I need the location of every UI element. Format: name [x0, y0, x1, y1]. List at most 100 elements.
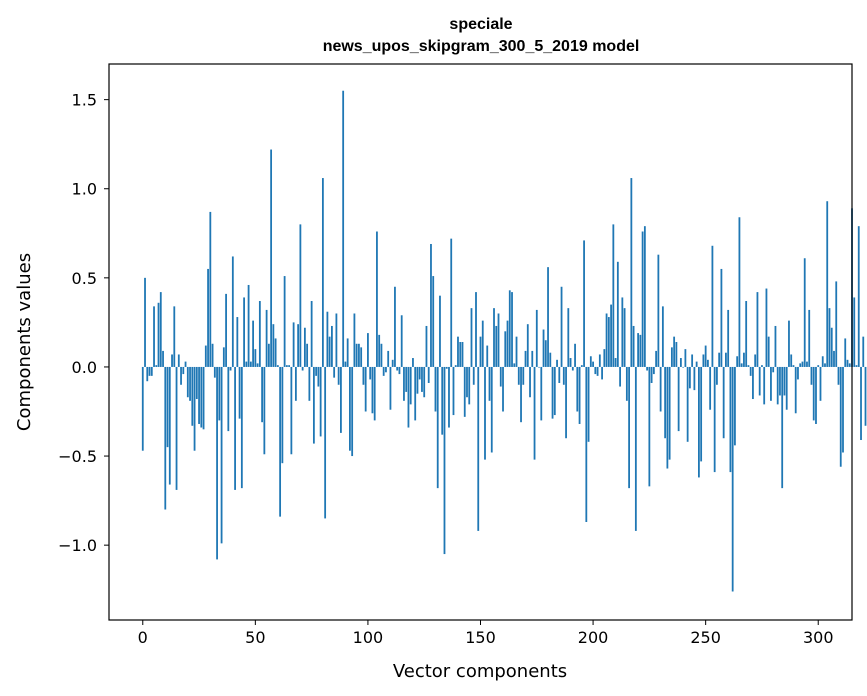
bar — [767, 336, 770, 367]
bar — [276, 365, 279, 367]
bar — [623, 308, 626, 367]
bar — [594, 366, 597, 375]
bar — [168, 366, 171, 485]
bar — [434, 366, 437, 412]
bar — [488, 366, 491, 401]
bar — [443, 366, 446, 555]
bar — [274, 338, 277, 367]
bar — [258, 301, 261, 367]
bar — [668, 366, 671, 460]
x-tick-label: 150 — [465, 628, 496, 647]
bar — [614, 358, 617, 367]
bar — [272, 324, 275, 367]
bar — [157, 302, 160, 367]
bar — [725, 352, 727, 367]
bar — [263, 366, 266, 455]
bar — [191, 366, 194, 426]
bar — [524, 350, 527, 367]
bar — [222, 347, 225, 367]
bar — [331, 325, 333, 367]
bar — [799, 363, 802, 367]
bar — [844, 338, 847, 367]
bar — [616, 261, 619, 367]
bar — [857, 226, 860, 367]
bar — [540, 366, 543, 421]
bar — [155, 365, 158, 367]
chart-subtitle: news_upos_skipgram_300_5_2019 model — [323, 38, 640, 55]
bar — [328, 336, 331, 367]
bar — [387, 350, 390, 367]
bar — [677, 366, 680, 432]
bar — [315, 366, 318, 376]
bar — [842, 366, 844, 453]
bar — [243, 297, 245, 367]
bar — [716, 366, 718, 385]
bar — [661, 306, 664, 367]
bar — [752, 366, 754, 400]
bar — [801, 361, 804, 367]
bar — [790, 354, 793, 367]
bar — [175, 366, 178, 490]
bar — [249, 361, 252, 367]
bar — [704, 345, 707, 367]
x-axis-label: Vector components — [393, 661, 567, 682]
bar — [731, 366, 734, 592]
bar — [240, 366, 243, 489]
bar — [707, 359, 709, 367]
bar — [394, 286, 396, 367]
bar — [423, 366, 426, 398]
bar — [736, 356, 739, 367]
bar — [486, 345, 489, 367]
bar — [425, 325, 428, 367]
bar — [576, 366, 579, 412]
bar — [625, 366, 628, 401]
bar — [587, 366, 590, 442]
bar — [177, 354, 180, 367]
bar — [279, 366, 282, 517]
bar — [342, 90, 345, 367]
bar — [538, 366, 540, 368]
bar — [292, 322, 295, 367]
bar — [346, 338, 349, 367]
bar — [439, 295, 441, 367]
bar — [358, 343, 360, 367]
bar — [643, 226, 646, 367]
bar — [495, 325, 498, 367]
bar — [551, 366, 554, 419]
bar — [580, 365, 583, 367]
bar — [607, 317, 610, 367]
bar — [688, 366, 691, 389]
bar — [209, 211, 212, 367]
chart-title: speciale — [449, 16, 512, 33]
bar — [542, 329, 545, 367]
bar — [734, 366, 736, 446]
bar — [810, 366, 813, 385]
bar — [267, 343, 270, 367]
bar — [335, 313, 338, 367]
bar — [450, 238, 453, 367]
bar — [578, 366, 581, 424]
bar — [598, 354, 601, 367]
bar — [144, 277, 146, 367]
bar — [457, 336, 459, 367]
bar — [562, 366, 565, 385]
bar — [558, 366, 561, 383]
bar — [779, 366, 781, 396]
bar — [544, 340, 547, 367]
bar — [150, 366, 153, 376]
bar — [461, 342, 464, 367]
x-tick-label: 0 — [138, 628, 148, 647]
bar — [812, 366, 815, 421]
bar — [493, 308, 495, 367]
bar — [484, 366, 486, 460]
bar — [421, 366, 423, 392]
bar — [211, 343, 214, 367]
bar — [184, 361, 187, 367]
bar — [826, 201, 829, 367]
bar — [182, 366, 185, 375]
bar — [567, 308, 570, 367]
bar — [700, 366, 703, 462]
bar — [360, 347, 363, 367]
bar — [788, 320, 790, 367]
bar — [754, 354, 757, 367]
